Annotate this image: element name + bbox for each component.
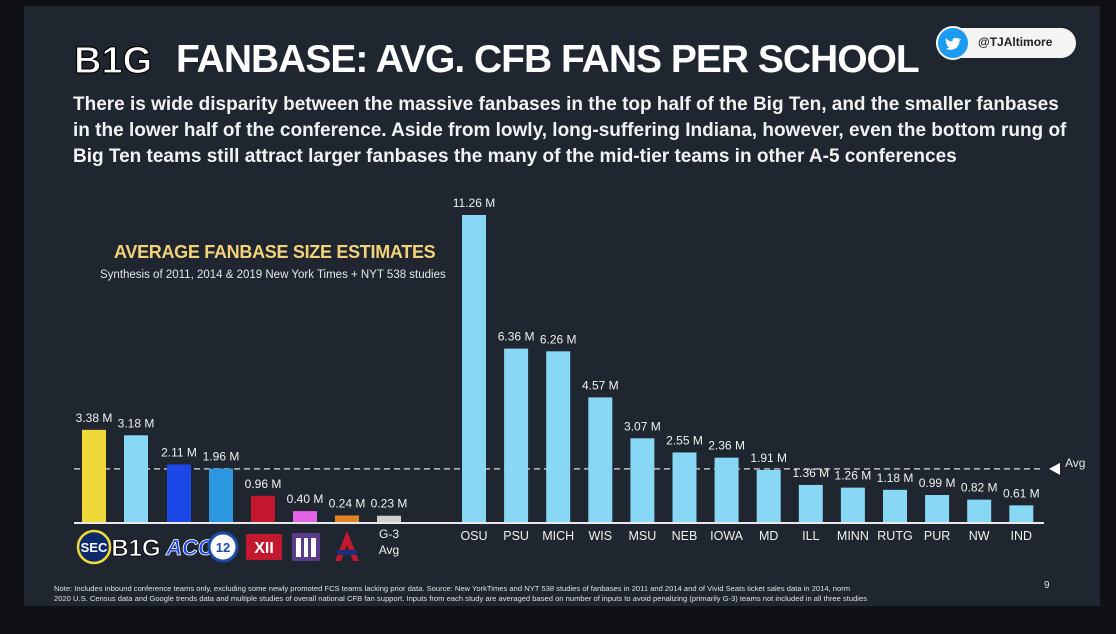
conference-value-label: 3.38 M (76, 411, 113, 425)
team-value-label: 0.82 M (961, 481, 998, 495)
team-axis-label: ILL (802, 529, 819, 543)
pac12-logo-icon (207, 531, 239, 563)
average-label: Avg (1065, 456, 1085, 470)
team-bar (883, 489, 907, 522)
team-axis-label: PUR (924, 529, 950, 543)
team-value-label: 2.36 M (708, 439, 745, 453)
team-bar (925, 495, 950, 522)
slide: B1G FANBASE: AVG. CFB FANS PER SCHOOL Th… (24, 6, 1100, 606)
conference-bar (377, 515, 401, 522)
team-axis-label: IOWA (710, 529, 744, 543)
team-axis-label: RUTG (877, 529, 912, 543)
team-bar (588, 397, 613, 522)
logo-text: B1G (74, 42, 152, 78)
conference-value-label: 2.11 M (161, 445, 197, 459)
bar-chart: Avg 3.38 M 3.18 M 2.11 M 1.96 M 0.96 M 0.40 M 0… (74, 196, 1085, 565)
g3-label-line1: G-3 (379, 527, 399, 541)
aac-logo-icon (335, 531, 359, 561)
team-value-label: 1.18 M (877, 471, 914, 485)
big12-logo-text: XII (254, 540, 274, 557)
team-value-label: 1.36 M (792, 466, 829, 480)
team-axis-label: WIS (588, 529, 612, 543)
team-value-label: 6.36 M (498, 330, 535, 344)
conference-value-label: 0.96 M (245, 477, 282, 491)
conference-value-label: 1.96 M (203, 450, 240, 464)
team-axis-label: IND (1011, 529, 1033, 543)
twitter-bird-icon (936, 26, 970, 60)
team-bar (967, 499, 992, 522)
conference-value-label: 3.18 M (118, 416, 155, 430)
conference-value-label: 0.40 M (287, 492, 324, 506)
conference-bar (251, 495, 275, 522)
conference-bar (167, 464, 191, 522)
chart-heading: AVERAGE FANBASE SIZE ESTIMATES (114, 242, 436, 262)
team-bar (504, 348, 529, 522)
sec-logo-icon (76, 529, 112, 565)
team-value-label: 2.55 M (666, 433, 703, 447)
team-value-label: 6.26 M (540, 332, 577, 346)
team-bar (546, 351, 571, 522)
chart-subheading: Synthesis of 2011, 2014 & 2019 New York … (100, 269, 446, 281)
big-ten-small-logo-icon: B1G (111, 535, 160, 562)
sec-logo-text: SEC (81, 540, 108, 555)
average-arrow-icon (1049, 462, 1060, 475)
team-value-label: 3.07 M (624, 419, 661, 433)
page-subtitle: There is wide disparity between the mass… (73, 94, 1067, 167)
aac-logo-bar (337, 550, 357, 555)
team-value-label: 11.26 M (453, 196, 495, 210)
big-ten-logo: B1G (74, 42, 153, 78)
team-value-label: 4.57 M (582, 378, 619, 392)
team-bar (840, 487, 865, 522)
page-title: FANBASE: AVG. CFB FANS PER SCHOOL (176, 38, 920, 81)
team-bar (1009, 505, 1034, 522)
team-axis-label: MICH (542, 529, 574, 543)
team-axis-label: NW (969, 529, 990, 543)
team-axis-label: MINN (837, 529, 869, 543)
footnote-line-2: 2020 U.S. Census data and Google trends … (54, 594, 867, 603)
team-bar (714, 457, 739, 522)
twitter-handle-text: @TJAltimore (978, 35, 1053, 49)
team-bar (756, 469, 781, 522)
big12-logo-icon (246, 534, 282, 560)
acc-logo-icon: ACC (165, 535, 215, 560)
team-axis-label: MD (759, 529, 778, 543)
team-axis-label: NEB (672, 529, 698, 543)
team-value-label: 1.91 M (750, 451, 787, 465)
conference-bar (209, 468, 233, 522)
team-bar (672, 452, 697, 522)
conference-bar (293, 511, 317, 522)
conference-bar (82, 429, 106, 522)
team-axis-label: PSU (503, 529, 529, 543)
conference-bar (335, 515, 359, 522)
mwc-logo-stripes (296, 538, 316, 557)
twitter-handle-badge[interactable]: @TJAltimore (936, 26, 1076, 60)
conference-bar (124, 435, 148, 522)
footnote-line-1: Note: Includes inbound conference teams … (54, 584, 851, 593)
conference-value-label: 0.24 M (329, 496, 366, 510)
team-value-label: 0.61 M (1003, 486, 1040, 500)
team-axis-label: OSU (460, 529, 487, 543)
page-number: 9 (1044, 580, 1050, 591)
footnote: Note: Includes inbound conference teams … (54, 584, 1034, 604)
team-bar (462, 215, 486, 522)
team-value-label: 0.99 M (919, 476, 956, 490)
team-bar (798, 484, 823, 522)
pac12-logo-text: 12 (216, 540, 230, 555)
team-axis-label: MSU (629, 529, 657, 543)
conference-value-label: 0.23 M (371, 497, 408, 511)
team-value-label: 1.26 M (835, 469, 872, 483)
g3-label-line2: Avg (379, 543, 399, 557)
team-bar (630, 438, 655, 522)
